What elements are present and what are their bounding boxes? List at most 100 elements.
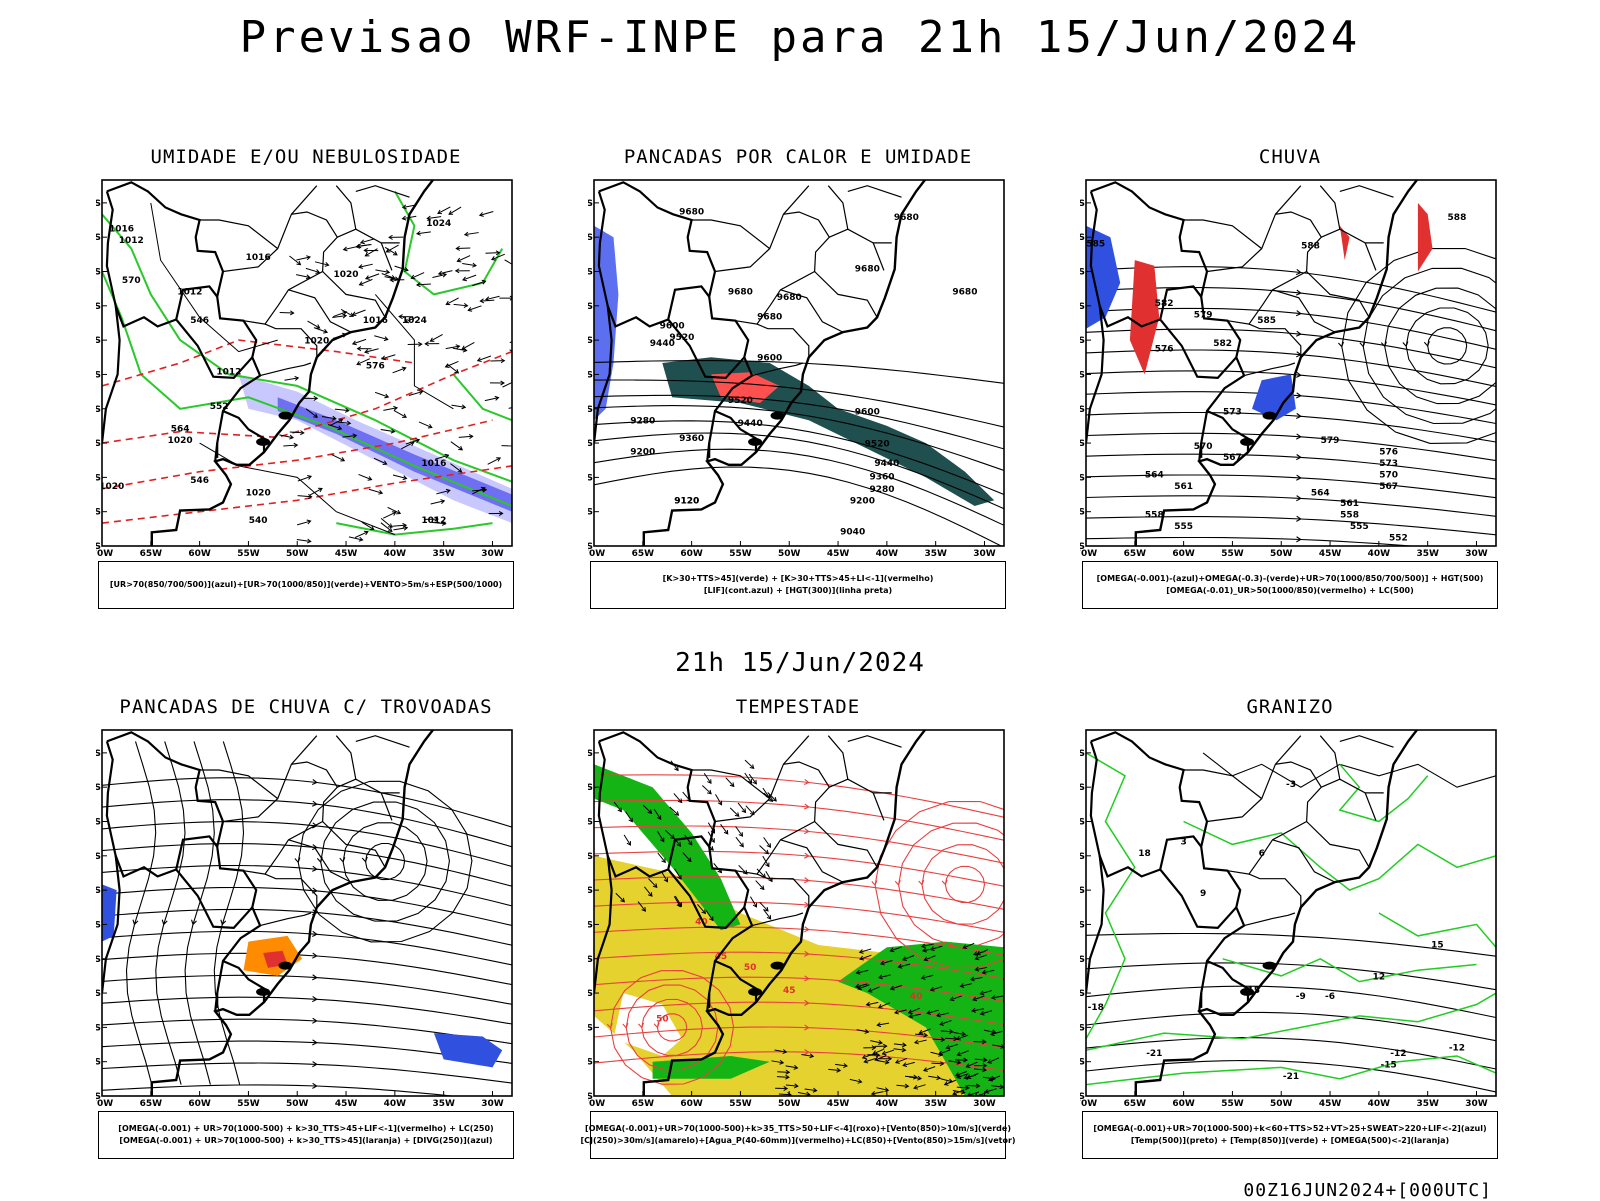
state-border	[1340, 736, 1394, 748]
wind-vector	[308, 321, 320, 328]
basemap	[1086, 724, 1430, 1096]
humidity-lower-contour	[336, 523, 492, 535]
arrow-shaft	[451, 442, 462, 450]
state-border	[828, 736, 848, 780]
omega-red	[1340, 226, 1350, 260]
contour-label: 9680	[728, 287, 753, 297]
x-tick-label: 60W	[188, 1099, 211, 1109]
y-tick-label: 15S	[1080, 233, 1085, 243]
streamline-arrow	[919, 880, 924, 885]
y-tick-label: 30S	[1080, 405, 1085, 415]
arrow-shaft	[485, 253, 499, 254]
y-tick-label: 18S	[588, 818, 593, 828]
streamline	[185, 741, 214, 1084]
x-tick-label: 50W	[286, 1099, 309, 1109]
lake	[748, 988, 762, 996]
contour-label: 561	[1340, 499, 1359, 509]
x-tick-label: 30W	[1465, 549, 1488, 559]
contour-label: 9680	[679, 207, 704, 217]
y-tick-label: 30S	[588, 405, 593, 415]
wind-vector	[738, 803, 745, 812]
x-tick-label: 30W	[973, 1099, 996, 1109]
wind-vector	[451, 405, 465, 409]
wind-vector	[449, 207, 461, 214]
wind-vector	[332, 455, 345, 461]
y-tick-label: 24S	[1080, 886, 1085, 896]
arrow-shaft	[777, 1077, 789, 1078]
contour-label: 1012	[119, 236, 144, 246]
lake	[748, 438, 762, 446]
contour-label: 9280	[869, 485, 894, 495]
lake	[256, 438, 270, 446]
wind-vector	[501, 444, 515, 448]
x-tick-label: 60W	[1172, 549, 1195, 559]
wind-vector	[446, 298, 458, 305]
wind-vector	[465, 232, 479, 236]
legend-box: [OMEGA(-0.001)+UR>70(1000-500)+k>35_TTS>…	[590, 1111, 1006, 1159]
y-tick-label: 36S	[1080, 473, 1085, 483]
wind-vector	[361, 239, 374, 244]
streamline	[214, 741, 243, 1084]
wind-vector	[358, 347, 372, 351]
x-tick-label: 35W	[924, 549, 947, 559]
contour-label: 18	[1138, 849, 1151, 859]
x-tick-label: 55W	[237, 549, 260, 559]
state-border	[200, 220, 278, 249]
legend-box: [K>30+TTS>45](verde) + [K>30+TTS>45+LI<-…	[590, 561, 1006, 609]
lake	[1240, 438, 1254, 446]
forecast-time-subtitle: 21h 15/Jun/2024	[0, 648, 1600, 678]
wind-vector	[485, 251, 499, 255]
x-tick-label: 40W	[384, 1099, 407, 1109]
legend-box: [OMEGA(-0.001)+UR>70(1000-500)+k<60+TTS>…	[1082, 1111, 1498, 1159]
arrow-shaft	[746, 806, 754, 815]
streamline-arrow	[942, 880, 947, 885]
y-tick-label: 12S	[1080, 199, 1085, 209]
contour-label: 561	[1174, 482, 1193, 492]
wind-vector	[456, 246, 470, 250]
x-tick-label: 35W	[1416, 549, 1439, 559]
y-tick-label: 39S	[588, 1058, 593, 1068]
x-tick-label: 70W	[96, 1099, 113, 1109]
x-tick-label: 55W	[237, 1099, 260, 1109]
x-tick-label: 70W	[96, 549, 113, 559]
contour-label: 9440	[874, 459, 899, 469]
y-tick-label: 15S	[1080, 783, 1085, 793]
state-border	[291, 186, 316, 215]
arrow-shaft	[730, 808, 739, 816]
state-border	[260, 913, 311, 926]
contour-label: 576	[1155, 345, 1174, 355]
contour-label: 9040	[840, 528, 865, 538]
legend-line: [OMEGA(-0.001) + UR>70(1000-500) + k>30_…	[118, 1123, 493, 1135]
y-tick-label: 30S	[588, 955, 593, 965]
streamline-arrow	[872, 880, 877, 885]
arrow-shaft	[280, 312, 294, 313]
streamline-arrow	[1338, 342, 1343, 347]
arrow-shaft	[868, 1055, 880, 1056]
streamline-arrow	[1360, 342, 1365, 347]
temp850-contour	[1184, 822, 1496, 891]
x-tick-label: 55W	[729, 549, 752, 559]
legend-line: [LIF](cont.azul) + [HGT(300)](linha pret…	[704, 585, 892, 597]
y-tick-label: 33S	[588, 439, 593, 449]
contour-label: 1024	[402, 316, 427, 326]
streamline-arrow	[1403, 341, 1408, 346]
wind-vector	[296, 275, 310, 279]
wind-vector	[510, 350, 516, 357]
lake	[1263, 962, 1277, 970]
state-border	[1321, 229, 1383, 243]
x-tick-label: 40W	[1368, 549, 1391, 559]
wind-vector	[374, 336, 387, 341]
legend-line: [OMEGA(-0.001)+UR>70(1000-500)+k>35_TTS>…	[585, 1123, 1011, 1135]
wind-vector	[352, 310, 365, 316]
x-tick-label: 65W	[632, 549, 655, 559]
panel-title: UMIDADE E/OU NEBULOSIDADE	[96, 146, 516, 168]
state-border	[1273, 840, 1335, 882]
streamline	[343, 823, 427, 901]
wind-vector	[503, 381, 516, 388]
streamline-arrow	[312, 1105, 316, 1109]
x-tick-label: 30W	[1465, 1099, 1488, 1109]
y-tick-label: 33S	[1080, 439, 1085, 449]
map-pancadas-calor: 9680968096809680968096809680960095209440…	[588, 174, 1008, 559]
